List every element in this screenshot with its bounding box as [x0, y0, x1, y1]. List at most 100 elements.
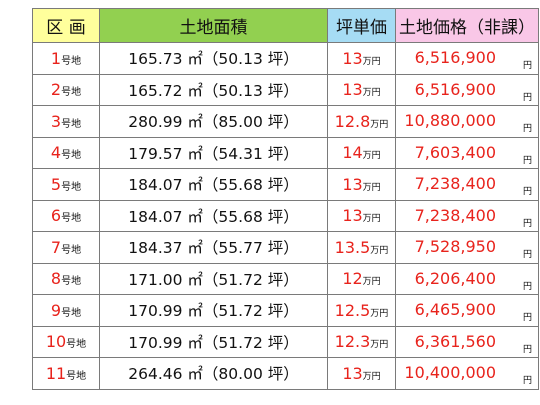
tsubo-price-value: 12.3	[334, 332, 371, 352]
header-land-area: 土地面積	[99, 8, 328, 43]
yen-unit: 円	[522, 344, 532, 355]
yen-unit: 円	[522, 155, 532, 166]
lot-cell: 7号地	[32, 231, 100, 264]
lot-number: 5	[50, 174, 62, 194]
lot-cell: 10号地	[32, 325, 100, 358]
table-row: 11号地 264.46 ㎡（80.00 坪） 13万円 10,400,000 円	[32, 357, 539, 390]
land-price-value: 7,238,400	[414, 174, 496, 193]
land-price-cell: 7,603,400 円	[395, 136, 539, 169]
table-row: 4号地 179.57 ㎡（54.31 坪） 14万円 7,603,400 円	[32, 136, 539, 169]
tsubo-price-value: 14	[342, 143, 363, 163]
tsubo-price-value: 13	[342, 206, 363, 226]
lot-cell: 6号地	[32, 199, 100, 232]
man-yen-unit: 万円	[370, 308, 389, 319]
land-price-table: 区 画 土地面積 坪単価 土地価格（非課） 1号地 165.73 ㎡（50.13 …	[32, 8, 539, 390]
yen-unit: 円	[522, 313, 532, 323]
table-row: 10号地 170.99 ㎡（51.72 坪） 12.3万円 6,361,560 円	[32, 325, 539, 358]
lot-number: 10	[45, 332, 67, 352]
tsubo-price-value: 12.5	[334, 300, 371, 320]
lot-cell: 5号地	[32, 168, 100, 201]
land-area-cell: 165.72 ㎡（50.13 坪）	[99, 73, 328, 106]
lot-suffix: 号地	[61, 213, 82, 225]
lot-cell: 1号地	[32, 42, 100, 75]
tsubo-price-value: 13.5	[334, 237, 371, 257]
lot-cell: 11号地	[32, 357, 100, 390]
table-row: 2号地 165.72 ㎡（50.13 坪） 13万円 6,516,900 円	[32, 73, 539, 106]
land-price-value: 6,516,900	[414, 48, 496, 67]
yen-unit: 円	[522, 250, 532, 260]
lot-suffix: 号地	[61, 181, 82, 193]
tsubo-price-cell: 13万円	[327, 73, 396, 106]
man-yen-unit: 万円	[362, 277, 381, 288]
yen-unit: 円	[522, 92, 532, 103]
lot-suffix: 号地	[66, 370, 87, 382]
yen-unit: 円	[522, 61, 532, 71]
lot-number: 6	[50, 206, 62, 226]
man-yen-unit: 万円	[362, 56, 381, 67]
table-row: 1号地 165.73 ㎡（50.13 坪） 13万円 6,516,900 円	[32, 42, 539, 75]
tsubo-price-cell: 13万円	[327, 199, 396, 232]
lot-number: 3	[50, 111, 62, 131]
header-land-price: 土地価格（非課）	[395, 8, 539, 43]
man-yen-unit: 万円	[370, 119, 389, 130]
land-price-value: 7,603,400	[414, 142, 496, 162]
header-tsubo-price: 坪単価	[327, 8, 396, 43]
table-row: 6号地 184.07 ㎡（55.68 坪） 13万円 7,238,400 円	[32, 199, 539, 232]
lot-cell: 3号地	[32, 105, 100, 138]
land-price-value: 6,206,400	[414, 268, 496, 288]
lot-suffix: 号地	[61, 307, 82, 319]
lot-number: 9	[50, 300, 62, 320]
man-yen-unit: 万円	[362, 151, 381, 162]
land-area-cell: 184.37 ㎡（55.77 坪）	[99, 231, 328, 264]
table-row: 8号地 171.00 ㎡（51.72 坪） 12万円 6,206,400 円	[32, 262, 539, 295]
land-price-value: 7,238,400	[414, 205, 496, 225]
tsubo-price-value: 13	[342, 80, 363, 100]
lot-suffix: 号地	[66, 339, 87, 351]
lot-number: 7	[50, 237, 62, 257]
land-price-value: 10,400,000	[404, 363, 496, 382]
yen-unit: 円	[522, 376, 532, 386]
lot-number: 4	[50, 143, 62, 163]
land-price-cell: 7,238,400 円	[395, 168, 539, 201]
land-price-cell: 6,361,560 円	[395, 325, 539, 358]
yen-unit: 円	[522, 281, 532, 292]
tsubo-price-cell: 13万円	[327, 168, 396, 201]
yen-unit: 円	[522, 187, 532, 197]
table-row: 3号地 280.99 ㎡（85.00 坪） 12.8万円 10,880,000 円	[32, 105, 539, 138]
land-price-value: 6,465,900	[414, 300, 496, 319]
yen-unit: 円	[522, 218, 532, 229]
lot-number: 11	[45, 363, 67, 383]
land-area-cell: 170.99 ㎡（51.72 坪）	[99, 294, 328, 327]
man-yen-unit: 万円	[370, 245, 389, 256]
tsubo-price-cell: 12.3万円	[327, 325, 396, 358]
lot-suffix: 号地	[61, 244, 82, 256]
tsubo-price-cell: 12万円	[327, 262, 396, 295]
tsubo-price-value: 12.8	[334, 111, 371, 131]
tsubo-price-cell: 14万円	[327, 136, 396, 169]
tsubo-price-cell: 12.8万円	[327, 105, 396, 138]
land-area-cell: 184.07 ㎡（55.68 坪）	[99, 168, 328, 201]
land-price-value: 10,880,000	[404, 111, 496, 130]
land-price-value: 7,528,950	[414, 237, 496, 256]
tsubo-price-value: 13	[342, 174, 363, 194]
tsubo-price-value: 13	[342, 48, 363, 68]
header-lot: 区 画	[32, 8, 100, 43]
tsubo-price-cell: 13万円	[327, 357, 396, 390]
man-yen-unit: 万円	[370, 340, 389, 351]
land-area-cell: 179.57 ㎡（54.31 坪）	[99, 136, 328, 169]
yen-unit: 円	[522, 124, 532, 134]
lot-suffix: 号地	[61, 87, 82, 99]
lot-cell: 4号地	[32, 136, 100, 169]
lot-cell: 2号地	[32, 73, 100, 106]
man-yen-unit: 万円	[362, 214, 381, 225]
lot-suffix: 号地	[61, 118, 82, 130]
land-price-cell: 7,528,950 円	[395, 231, 539, 264]
table-row: 5号地 184.07 ㎡（55.68 坪） 13万円 7,238,400 円	[32, 168, 539, 201]
land-area-cell: 165.73 ㎡（50.13 坪）	[99, 42, 328, 75]
land-price-value: 6,516,900	[414, 79, 496, 99]
tsubo-price-value: 13	[342, 363, 363, 383]
land-area-cell: 170.99 ㎡（51.72 坪）	[99, 325, 328, 358]
tsubo-price-cell: 13.5万円	[327, 231, 396, 264]
land-price-cell: 10,400,000 円	[395, 357, 539, 390]
land-price-cell: 7,238,400 円	[395, 199, 539, 232]
